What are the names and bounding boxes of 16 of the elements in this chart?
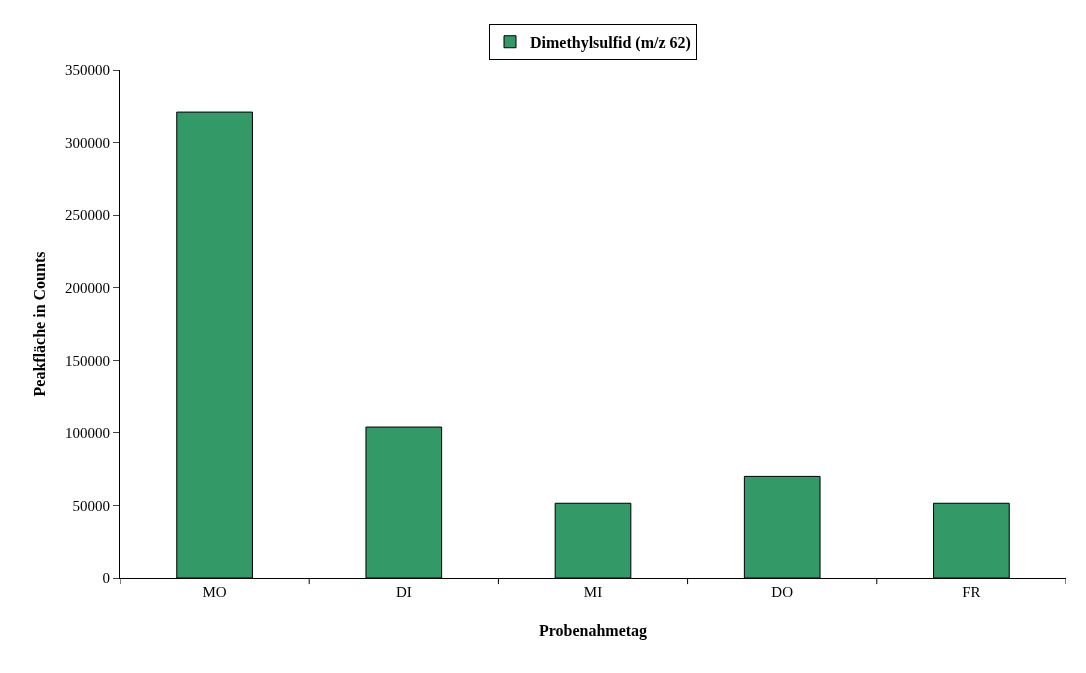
x-tick-label: DI [395,584,412,600]
y-tick-label: 100000 [65,425,110,442]
y-tick-label: 250000 [65,207,110,224]
y-axis-title: Peakfläche in Counts [30,251,48,397]
y-tick-label: 50000 [72,497,110,514]
y-tick-label: 150000 [65,352,110,369]
x-axis-title: Probenahmetag [538,621,648,640]
y-tick-label: 0 [102,570,110,587]
legend-label: Dimethylsulfid (m/z 62) [530,33,691,52]
y-tick-label: 200000 [65,279,110,296]
x-tick-label: MO [202,584,227,600]
x-tick-label: DO [771,584,794,600]
y-tick-label: 300000 [65,134,110,151]
x-tick-label: MI [583,584,603,600]
y-tick-label: 350000 [65,62,110,79]
x-tick-label: FR [962,584,981,600]
